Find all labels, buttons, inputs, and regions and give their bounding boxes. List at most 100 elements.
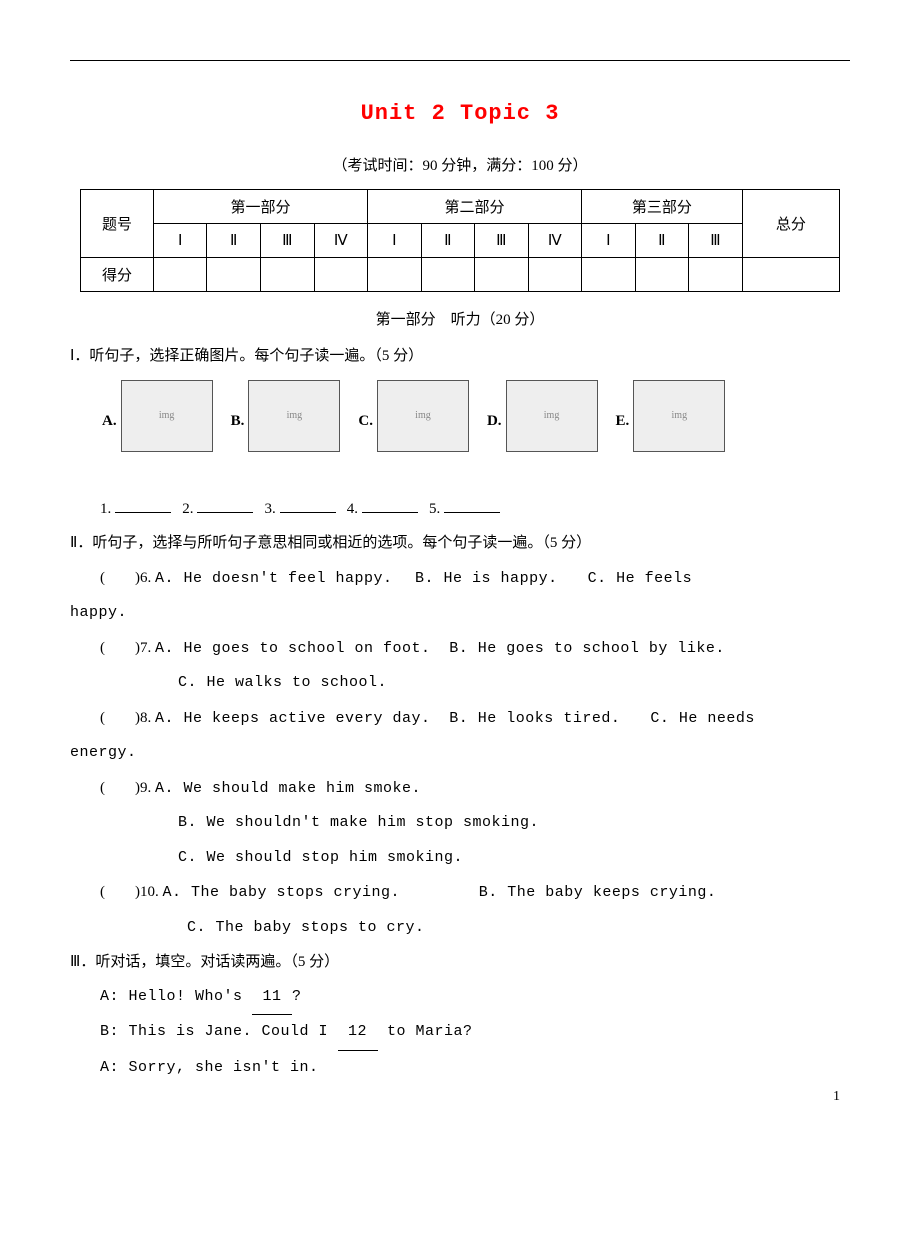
fill-blank-11: 11 <box>252 980 292 1016</box>
image-option: A. img <box>102 380 213 452</box>
doc-subtitle: （考试时间：90 分钟，满分：100 分） <box>70 154 850 175</box>
answer-blank <box>362 498 418 513</box>
blank-num: 5. <box>429 501 440 517</box>
blank-num: 1. <box>100 501 111 517</box>
dialog-line-3: A: Sorry, she isn't in. <box>70 1051 850 1086</box>
cell-total: 总分 <box>742 190 839 258</box>
cell: Ⅰ <box>368 224 422 258</box>
cell: Ⅳ <box>314 224 368 258</box>
question-10: ( )10. A. The baby stops crying. B. The … <box>70 875 850 911</box>
cell <box>153 258 207 292</box>
option-b: B. He looks tired. <box>449 710 620 727</box>
option-image-d: img <box>506 380 598 452</box>
answer-blank <box>115 498 171 513</box>
answer-blank <box>280 498 336 513</box>
cell <box>475 258 529 292</box>
page: Unit 2 Topic 3 （考试时间：90 分钟，满分：100 分） 题号 … <box>0 0 920 1125</box>
question-6: ( )6. A. He doesn't feel happy. B. He is… <box>70 561 850 597</box>
cell <box>582 258 636 292</box>
cell <box>207 258 261 292</box>
top-rule <box>70 60 850 61</box>
cell: Ⅱ <box>421 224 475 258</box>
section-3-heading: Ⅲ．听对话，填空。对话读两遍。（5 分） <box>70 945 850 980</box>
cell <box>742 258 839 292</box>
option-image-a: img <box>121 380 213 452</box>
image-option: D. img <box>487 380 598 452</box>
dialog-line-2: B: This is Jane. Could I 12 to Maria? <box>70 1015 850 1051</box>
option-c: C. He feels <box>588 570 693 587</box>
option-a: A. He keeps active every day. <box>155 710 431 727</box>
answer-blank <box>444 498 500 513</box>
image-label: E. <box>616 413 630 452</box>
option-image-c: img <box>377 380 469 452</box>
cell <box>421 258 475 292</box>
image-label: D. <box>487 413 502 452</box>
option-image-e: img <box>633 380 725 452</box>
question-num: ( )8. <box>100 710 151 726</box>
part1-header: 第一部分 听力（20 分） <box>70 308 850 329</box>
question-num: ( )6. <box>100 570 151 586</box>
option-b: B. The baby keeps crying. <box>479 884 717 901</box>
table-row: Ⅰ Ⅱ Ⅲ Ⅳ Ⅰ Ⅱ Ⅲ Ⅳ Ⅰ Ⅱ Ⅲ <box>81 224 840 258</box>
option-c: C. We should stop him smoking. <box>70 841 850 876</box>
table-row: 得分 <box>81 258 840 292</box>
page-number: 1 <box>833 1089 840 1105</box>
question-num: ( )7. <box>100 640 151 656</box>
dialog-text: to Maria? <box>378 1023 473 1040</box>
cell: Ⅲ <box>261 224 315 258</box>
image-label: C. <box>358 413 373 452</box>
cell-group1: 第一部分 <box>153 190 367 224</box>
blank-num: 2. <box>182 501 193 517</box>
cell: Ⅰ <box>582 224 636 258</box>
cell: Ⅲ <box>475 224 529 258</box>
section-2-heading: Ⅱ．听句子，选择与所听句子意思相同或相近的选项。每个句子读一遍。（5 分） <box>70 526 850 561</box>
cell: Ⅲ <box>689 224 743 258</box>
option-b: B. He is happy. <box>415 570 558 587</box>
cell <box>635 258 689 292</box>
cell <box>689 258 743 292</box>
image-label: A. <box>102 413 117 452</box>
cell: Ⅱ <box>635 224 689 258</box>
blank-num: 4. <box>347 501 358 517</box>
doc-title: Unit 2 Topic 3 <box>70 101 850 126</box>
image-options-row: A. img B. img C. img D. img E. img <box>70 380 850 452</box>
blanks-line: 1. 2. 3. 4. 5. <box>70 492 850 527</box>
question-9: ( )9. A. We should make him smoke. <box>70 771 850 807</box>
image-option: E. img <box>616 380 726 452</box>
question-num: ( )9. <box>100 780 151 796</box>
cell-group3: 第三部分 <box>582 190 743 224</box>
answer-blank <box>197 498 253 513</box>
option-image-b: img <box>248 380 340 452</box>
image-option: B. img <box>231 380 341 452</box>
image-label: B. <box>231 413 245 452</box>
question-8: ( )8. A. He keeps active every day. B. H… <box>70 701 850 737</box>
dialog-text: A: Hello! Who's <box>100 988 252 1005</box>
option-a: A. We should make him smoke. <box>155 780 421 797</box>
cell <box>528 258 582 292</box>
option-b: B. He goes to school by like. <box>449 640 725 657</box>
cell-score-label: 得分 <box>81 258 154 292</box>
question-8-tail: energy. <box>70 736 850 771</box>
table-row: 题号 第一部分 第二部分 第三部分 总分 <box>81 190 840 224</box>
cell: Ⅳ <box>528 224 582 258</box>
fill-blank-12: 12 <box>338 1015 378 1051</box>
section-1-heading: Ⅰ．听句子，选择正确图片。每个句子读一遍。（5 分） <box>70 339 850 374</box>
cell-row-label: 题号 <box>81 190 154 258</box>
cell: Ⅰ <box>153 224 207 258</box>
question-num: ( )10. <box>100 884 159 900</box>
option-c: C. He needs <box>650 710 755 727</box>
option-a: A. He goes to school on foot. <box>155 640 431 657</box>
question-6-tail: happy. <box>70 596 850 631</box>
question-7: ( )7. A. He goes to school on foot. B. H… <box>70 631 850 667</box>
cell <box>314 258 368 292</box>
cell <box>368 258 422 292</box>
cell: Ⅱ <box>207 224 261 258</box>
dialog-text: ? <box>292 988 302 1005</box>
cell-group2: 第二部分 <box>368 190 582 224</box>
score-table: 题号 第一部分 第二部分 第三部分 总分 Ⅰ Ⅱ Ⅲ Ⅳ Ⅰ Ⅱ Ⅲ Ⅳ Ⅰ Ⅱ… <box>80 189 840 292</box>
option-b: B. We shouldn't make him stop smoking. <box>70 806 850 841</box>
cell <box>261 258 315 292</box>
option-a: A. The baby stops crying. <box>163 884 401 901</box>
dialog-text: B: This is Jane. Could I <box>100 1023 338 1040</box>
option-c: C. The baby stops to cry. <box>70 911 850 946</box>
